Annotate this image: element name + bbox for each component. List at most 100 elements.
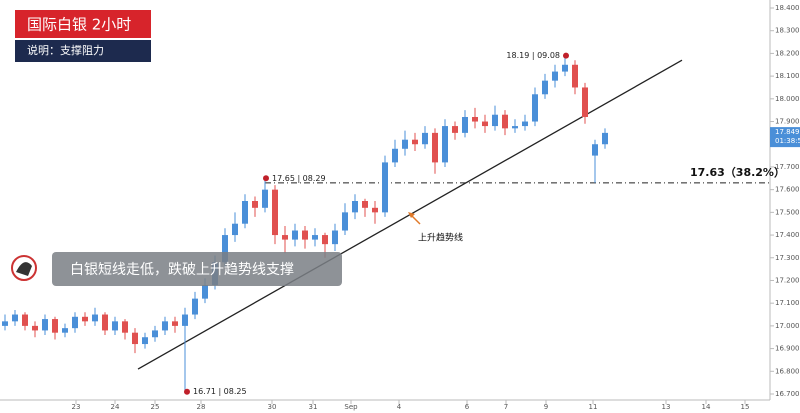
candle-body	[472, 116, 478, 122]
candle-body	[242, 201, 248, 224]
x-tick-label: 7	[504, 403, 508, 411]
annotation-dot	[263, 175, 269, 182]
x-tick-label: 4	[397, 403, 402, 411]
candle-body	[282, 235, 288, 240]
y-tick-label: 18.400	[775, 4, 800, 12]
candle-body	[12, 314, 18, 322]
candle-body	[2, 321, 8, 326]
annotation-label: 18.19 | 09.08	[506, 51, 560, 60]
candle-body	[342, 212, 348, 231]
candle-body	[582, 87, 588, 117]
candle-body	[42, 319, 48, 331]
candle-body	[222, 235, 228, 263]
candle-body	[132, 332, 138, 345]
candle-body	[22, 314, 28, 326]
y-tick-label: 17.500	[775, 208, 800, 216]
candle-body	[452, 126, 458, 133]
y-tick-label: 17.400	[775, 231, 800, 239]
candle-body	[112, 321, 118, 331]
candle-body	[62, 328, 68, 333]
y-tick-label: 17.300	[775, 254, 800, 262]
logo-mark	[16, 262, 32, 276]
x-tick-label: 23	[72, 403, 81, 411]
y-tick-label: 16.900	[775, 345, 800, 353]
title-box	[15, 10, 151, 38]
y-tick-label: 17.600	[775, 186, 800, 194]
candle-body	[412, 139, 418, 145]
candle-body	[512, 126, 518, 129]
candle-body	[552, 71, 558, 81]
candle-body	[92, 314, 98, 322]
y-tick-label: 18.200	[775, 49, 800, 57]
candle-body	[532, 94, 538, 122]
current-price: 17.849	[775, 128, 800, 136]
candle-body	[172, 321, 178, 326]
x-tick-label: 15	[741, 403, 750, 411]
candle-body	[72, 316, 78, 329]
candle-body	[592, 144, 598, 156]
candle-body	[162, 321, 168, 331]
y-tick-label: 16.800	[775, 367, 800, 375]
trendline-label: 上升趋势线	[418, 232, 463, 244]
x-tick-label: 14	[702, 403, 711, 411]
candle-body	[542, 80, 548, 95]
candle-body	[372, 207, 378, 213]
current-price-box	[770, 127, 800, 148]
subtitle-box	[15, 40, 151, 62]
candle-body	[292, 230, 298, 240]
candle-body	[142, 337, 148, 345]
candle-body	[262, 189, 268, 208]
candle-body	[442, 126, 448, 163]
x-tick-label: 9	[544, 403, 548, 411]
y-tick-label: 17.000	[775, 322, 800, 330]
candle-body	[422, 132, 428, 145]
candle-body	[502, 114, 508, 129]
x-tick-label: 11	[589, 403, 598, 411]
y-tick-label: 18.300	[775, 27, 800, 35]
candle-body	[302, 230, 308, 240]
x-tick-label: 13	[662, 403, 671, 411]
candle-body	[602, 132, 608, 145]
y-tick-label: 18.100	[775, 72, 800, 80]
plot-area	[2, 7, 774, 404]
candle-body	[312, 235, 318, 240]
candle-body	[202, 285, 208, 299]
candle-body	[272, 189, 278, 236]
candle-body	[432, 132, 438, 163]
candle-body	[402, 139, 408, 149]
overlay: 18.400 18.300 18.200 18.100 18.000 17.900 17.8…	[72, 4, 800, 411]
arrow-head	[408, 212, 415, 218]
annotation-label: 16.71 | 08.25	[193, 387, 247, 396]
annotation-dot	[184, 388, 190, 395]
candle-body	[102, 314, 108, 331]
y-tick-label: 17.900	[775, 118, 800, 126]
candle-body	[52, 319, 58, 333]
candle-body	[562, 64, 568, 72]
x-tick-label: Sep	[344, 403, 358, 411]
x-tick-label: 24	[111, 403, 120, 411]
candle-body	[332, 230, 338, 245]
candle-body	[482, 121, 488, 127]
candle-body	[522, 121, 528, 127]
candle-body	[392, 148, 398, 163]
candle-body	[462, 116, 468, 133]
y-tick-label: 17.700	[775, 163, 800, 171]
chart-subtitle: 说明：支撑阻力	[27, 43, 104, 57]
annotation-label: 17.65 | 08.29	[272, 174, 326, 183]
candle-body	[322, 235, 328, 245]
y-tick-label: 18.000	[775, 95, 800, 103]
candle-body	[572, 64, 578, 88]
y-tick-label: 16.700	[775, 390, 800, 398]
banner-text: 白银短线走低，跌破上升趋势线支撑	[70, 262, 294, 278]
candle-body	[232, 223, 238, 236]
x-tick-label: 28	[197, 403, 206, 411]
candle-body	[192, 298, 198, 315]
annotation-dot	[563, 52, 569, 59]
candle-body	[352, 201, 358, 213]
candle-body	[382, 162, 388, 213]
candle-body	[122, 321, 128, 333]
x-tick-label: 31	[309, 403, 318, 411]
candle-body	[32, 325, 38, 331]
y-tick-label: 17.200	[775, 276, 800, 284]
